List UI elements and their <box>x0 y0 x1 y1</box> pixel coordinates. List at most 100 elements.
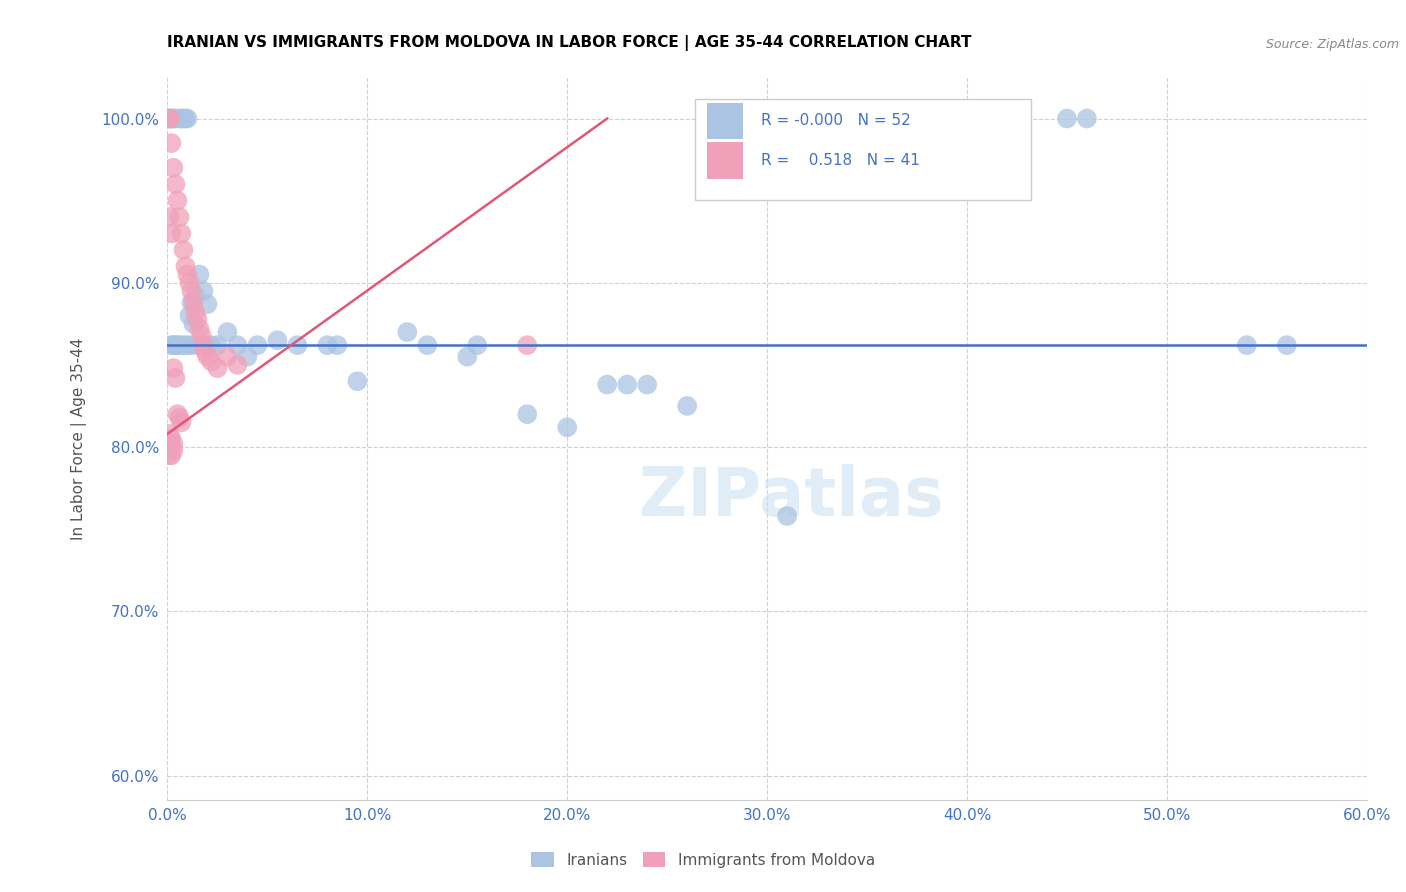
Point <box>174 112 197 126</box>
Point <box>456 350 478 364</box>
Point <box>217 325 239 339</box>
Point <box>193 338 215 352</box>
Point <box>226 358 249 372</box>
Point <box>170 227 193 241</box>
Point <box>184 289 207 303</box>
Point <box>1056 112 1078 126</box>
Point <box>186 311 208 326</box>
Point <box>165 178 187 192</box>
Point <box>1076 112 1098 126</box>
Point <box>246 338 269 352</box>
Point <box>159 112 181 126</box>
Point <box>193 338 215 352</box>
Point <box>207 338 229 352</box>
Point <box>179 276 201 290</box>
Text: R = -0.000   N = 52: R = -0.000 N = 52 <box>761 113 911 128</box>
Point <box>266 333 288 347</box>
Point <box>162 161 184 175</box>
Point <box>170 416 193 430</box>
Y-axis label: In Labor Force | Age 35-44: In Labor Force | Age 35-44 <box>72 337 87 540</box>
Point <box>676 399 699 413</box>
Point <box>165 371 187 385</box>
Point <box>776 508 799 523</box>
Point <box>200 338 222 352</box>
Point <box>159 448 181 462</box>
Point <box>180 338 202 352</box>
Point <box>236 350 259 364</box>
Point <box>162 361 184 376</box>
Text: R =    0.518   N = 41: R = 0.518 N = 41 <box>761 153 920 168</box>
Point <box>346 374 368 388</box>
Point <box>159 440 181 454</box>
Point <box>160 112 183 126</box>
Point <box>160 432 183 446</box>
Point <box>160 338 183 352</box>
Point <box>555 420 578 434</box>
Point <box>162 443 184 458</box>
Point <box>166 194 188 208</box>
Point <box>159 210 181 224</box>
Point <box>176 338 198 352</box>
Point <box>165 112 187 126</box>
Point <box>287 338 309 352</box>
Point <box>188 268 211 282</box>
Point <box>326 338 349 352</box>
FancyBboxPatch shape <box>707 103 744 139</box>
Text: Source: ZipAtlas.com: Source: ZipAtlas.com <box>1265 37 1399 51</box>
Point <box>159 112 181 126</box>
Point <box>180 284 202 298</box>
Point <box>172 243 194 257</box>
Point <box>162 338 184 352</box>
Point <box>1236 338 1258 352</box>
Point <box>169 338 191 352</box>
FancyBboxPatch shape <box>695 99 1031 201</box>
Point <box>174 260 197 274</box>
Point <box>180 295 202 310</box>
Point <box>465 338 488 352</box>
Point <box>1275 338 1298 352</box>
Point <box>186 338 208 352</box>
Point <box>170 112 193 126</box>
Point <box>172 338 194 352</box>
Point <box>179 309 201 323</box>
Point <box>166 407 188 421</box>
Point <box>172 112 194 126</box>
Legend: Iranians, Immigrants from Moldova: Iranians, Immigrants from Moldova <box>523 844 883 875</box>
Point <box>176 112 198 126</box>
Point <box>188 322 211 336</box>
Point <box>616 377 638 392</box>
Text: ZIPatlas: ZIPatlas <box>638 464 943 530</box>
Point <box>160 136 183 150</box>
Point <box>169 112 191 126</box>
Point <box>596 377 619 392</box>
Text: IRANIAN VS IMMIGRANTS FROM MOLDOVA IN LABOR FORCE | AGE 35-44 CORRELATION CHART: IRANIAN VS IMMIGRANTS FROM MOLDOVA IN LA… <box>167 35 972 51</box>
Point <box>416 338 439 352</box>
Point <box>193 284 215 298</box>
Point <box>160 227 183 241</box>
Point <box>160 440 183 454</box>
Point <box>516 338 538 352</box>
Point <box>207 361 229 376</box>
Point <box>184 305 207 319</box>
Point <box>183 317 205 331</box>
Point <box>194 344 217 359</box>
Point <box>159 426 181 441</box>
Point <box>166 338 188 352</box>
Point <box>200 354 222 368</box>
Point <box>217 350 239 364</box>
Point <box>226 338 249 352</box>
Point <box>159 112 181 126</box>
Point <box>636 377 658 392</box>
Point <box>516 407 538 421</box>
Point <box>165 338 187 352</box>
Point <box>162 112 184 126</box>
Point <box>197 297 219 311</box>
Point <box>160 448 183 462</box>
Point <box>176 268 198 282</box>
Point <box>183 295 205 310</box>
Point <box>197 350 219 364</box>
Point <box>396 325 419 339</box>
Point <box>169 410 191 425</box>
FancyBboxPatch shape <box>707 143 744 178</box>
Point <box>169 210 191 224</box>
